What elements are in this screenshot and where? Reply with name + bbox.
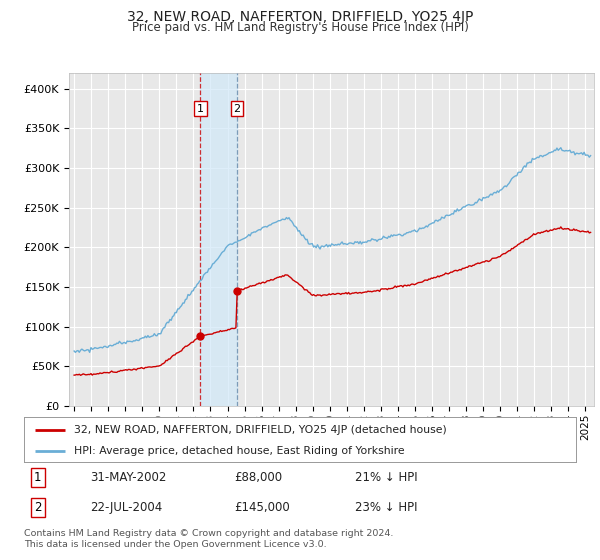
Text: £145,000: £145,000 [234, 501, 290, 514]
Text: 2: 2 [34, 501, 41, 514]
Text: 23% ↓ HPI: 23% ↓ HPI [355, 501, 418, 514]
Text: £88,000: £88,000 [234, 471, 282, 484]
Text: HPI: Average price, detached house, East Riding of Yorkshire: HPI: Average price, detached house, East… [74, 446, 404, 456]
Text: Contains HM Land Registry data © Crown copyright and database right 2024.
This d: Contains HM Land Registry data © Crown c… [24, 529, 394, 549]
Text: 22-JUL-2004: 22-JUL-2004 [90, 501, 163, 514]
Text: 32, NEW ROAD, NAFFERTON, DRIFFIELD, YO25 4JP (detached house): 32, NEW ROAD, NAFFERTON, DRIFFIELD, YO25… [74, 424, 446, 435]
Text: 21% ↓ HPI: 21% ↓ HPI [355, 471, 418, 484]
Text: 1: 1 [34, 471, 41, 484]
Bar [200, 73, 237, 406]
Text: 2: 2 [233, 104, 241, 114]
Text: 1: 1 [197, 104, 204, 114]
Text: 32, NEW ROAD, NAFFERTON, DRIFFIELD, YO25 4JP: 32, NEW ROAD, NAFFERTON, DRIFFIELD, YO25… [127, 10, 473, 24]
Text: 31-MAY-2002: 31-MAY-2002 [90, 471, 167, 484]
Text: Price paid vs. HM Land Registry's House Price Index (HPI): Price paid vs. HM Land Registry's House … [131, 21, 469, 34]
